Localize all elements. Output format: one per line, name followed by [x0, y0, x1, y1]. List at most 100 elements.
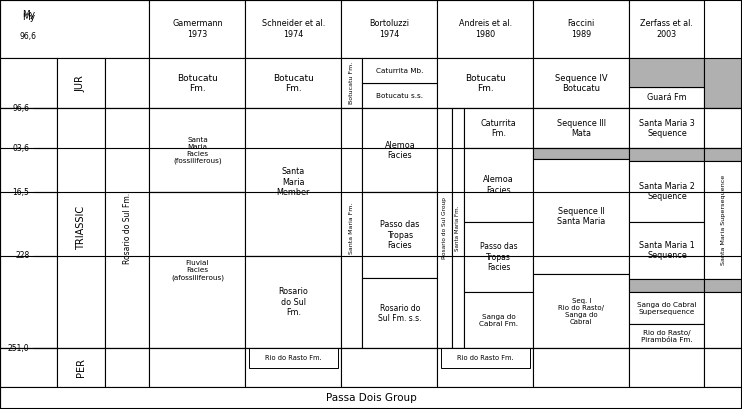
Bar — [105, 108, 149, 348]
Text: Botucatu
Fm.: Botucatu Fm. — [273, 74, 314, 93]
Bar — [629, 161, 704, 222]
Bar — [363, 278, 437, 348]
Bar — [629, 108, 704, 148]
Bar — [249, 348, 338, 368]
Text: Rosario do
Sul Fm. s.s.: Rosario do Sul Fm. s.s. — [378, 303, 421, 323]
Text: 96,6: 96,6 — [13, 104, 30, 113]
Bar — [629, 58, 704, 87]
Text: Alemoa
Facies: Alemoa Facies — [483, 175, 514, 195]
Bar — [533, 0, 629, 58]
Text: Rio do Rasto Fm.: Rio do Rasto Fm. — [457, 355, 513, 362]
Text: Santa Maria 3
Sequence: Santa Maria 3 Sequence — [639, 119, 695, 138]
Text: Zerfass et al.
2003: Zerfass et al. 2003 — [640, 19, 693, 39]
Text: Passo das
Tropas
Facies: Passo das Tropas Facies — [480, 243, 518, 272]
Text: Andreis et al.
1980: Andreis et al. 1980 — [459, 19, 512, 39]
Bar — [246, 108, 341, 256]
Text: Bortoluzzi
1974: Bortoluzzi 1974 — [370, 19, 410, 39]
Bar — [629, 148, 704, 161]
Bar — [629, 348, 704, 387]
Bar — [629, 222, 704, 279]
Text: TRIASSIC: TRIASSIC — [76, 207, 86, 250]
Text: Santa Maria Fm.: Santa Maria Fm. — [456, 206, 461, 251]
Text: Rio do Rasto/
Pirambóia Fm.: Rio do Rasto/ Pirambóia Fm. — [641, 330, 693, 343]
Text: 96,6: 96,6 — [20, 31, 37, 40]
Bar — [363, 108, 437, 192]
Bar — [533, 148, 629, 159]
Text: Santa Maria 1
Sequence: Santa Maria 1 Sequence — [639, 241, 695, 261]
Bar — [149, 0, 246, 58]
Bar — [363, 83, 437, 108]
Bar — [629, 292, 704, 324]
Bar — [0, 58, 56, 108]
Bar — [704, 348, 742, 387]
Text: Botucatu
Fm.: Botucatu Fm. — [177, 74, 218, 93]
Bar — [246, 58, 341, 108]
Bar — [704, 58, 742, 108]
Bar — [105, 58, 149, 108]
Text: JUR: JUR — [76, 75, 86, 92]
Text: Rosario
do Sul
Fm.: Rosario do Sul Fm. — [278, 287, 309, 317]
Text: Rosario do Sul Fm.: Rosario do Sul Fm. — [122, 193, 132, 264]
Text: Schneider et al.
1974: Schneider et al. 1974 — [262, 19, 325, 39]
Text: Guará Fm: Guará Fm — [647, 93, 686, 102]
Text: 16,5: 16,5 — [13, 188, 30, 197]
Text: 03,6: 03,6 — [13, 144, 30, 153]
Bar — [105, 348, 149, 387]
Bar — [149, 58, 246, 108]
Text: Santa
Maria
Facies
(fossiliferous): Santa Maria Facies (fossiliferous) — [173, 137, 222, 164]
Bar — [629, 279, 704, 292]
Text: Rio do Rasto Fm.: Rio do Rasto Fm. — [265, 355, 322, 362]
Text: Alemoa
Facies: Alemoa Facies — [384, 141, 416, 160]
Bar — [533, 159, 629, 274]
Text: My: My — [22, 13, 35, 22]
Bar — [533, 348, 629, 387]
Text: Rosario do Sul Group: Rosario do Sul Group — [442, 198, 447, 259]
Bar — [56, 108, 105, 348]
Bar — [149, 348, 246, 387]
Text: Faccini
1989: Faccini 1989 — [568, 19, 595, 39]
Bar — [0, 108, 56, 348]
Bar — [704, 108, 742, 148]
Text: 228: 228 — [16, 251, 30, 260]
Bar — [629, 87, 704, 108]
Text: Fluvial
Facies
(afossiliferous): Fluvial Facies (afossiliferous) — [171, 260, 224, 281]
Bar — [437, 348, 533, 387]
Text: Sanga do Cabral
Supersequence: Sanga do Cabral Supersequence — [637, 302, 697, 315]
Text: Passa Dois Group: Passa Dois Group — [326, 393, 416, 403]
Text: Botucatu
Fm.: Botucatu Fm. — [465, 74, 506, 93]
Bar — [246, 256, 341, 348]
Text: Botucatu s.s.: Botucatu s.s. — [376, 93, 424, 99]
Bar — [0, 387, 742, 409]
Bar — [341, 108, 363, 348]
Bar — [246, 348, 341, 387]
Bar — [464, 222, 533, 292]
Text: My: My — [22, 10, 35, 19]
Bar — [0, 348, 56, 387]
Bar — [0, 0, 149, 58]
Bar — [533, 274, 629, 348]
Bar — [149, 192, 246, 348]
Bar — [441, 348, 530, 368]
Text: Santa
Maria
Member: Santa Maria Member — [277, 167, 310, 197]
Bar — [341, 0, 437, 58]
Bar — [437, 58, 533, 108]
Text: Santa Maria Supersequence: Santa Maria Supersequence — [720, 175, 726, 265]
Bar — [704, 292, 742, 348]
Bar — [533, 108, 629, 148]
Text: Santa Maria Fm.: Santa Maria Fm. — [349, 203, 355, 254]
Text: Santa Maria 2
Sequence: Santa Maria 2 Sequence — [639, 182, 695, 201]
Bar — [149, 108, 246, 192]
Bar — [363, 192, 437, 278]
Text: Sequence III
Mata: Sequence III Mata — [556, 119, 605, 138]
Bar — [246, 0, 341, 58]
Text: PER: PER — [76, 358, 86, 377]
Text: Seq. I
Rio do Rasto/
Sanga do
Cabral: Seq. I Rio do Rasto/ Sanga do Cabral — [558, 298, 604, 325]
Bar — [629, 324, 704, 348]
Text: 251,0: 251,0 — [8, 344, 30, 353]
Bar — [341, 348, 437, 387]
Bar — [533, 58, 629, 108]
Bar — [56, 58, 105, 108]
Bar — [363, 58, 437, 83]
Bar — [464, 108, 533, 148]
Bar — [704, 161, 742, 279]
